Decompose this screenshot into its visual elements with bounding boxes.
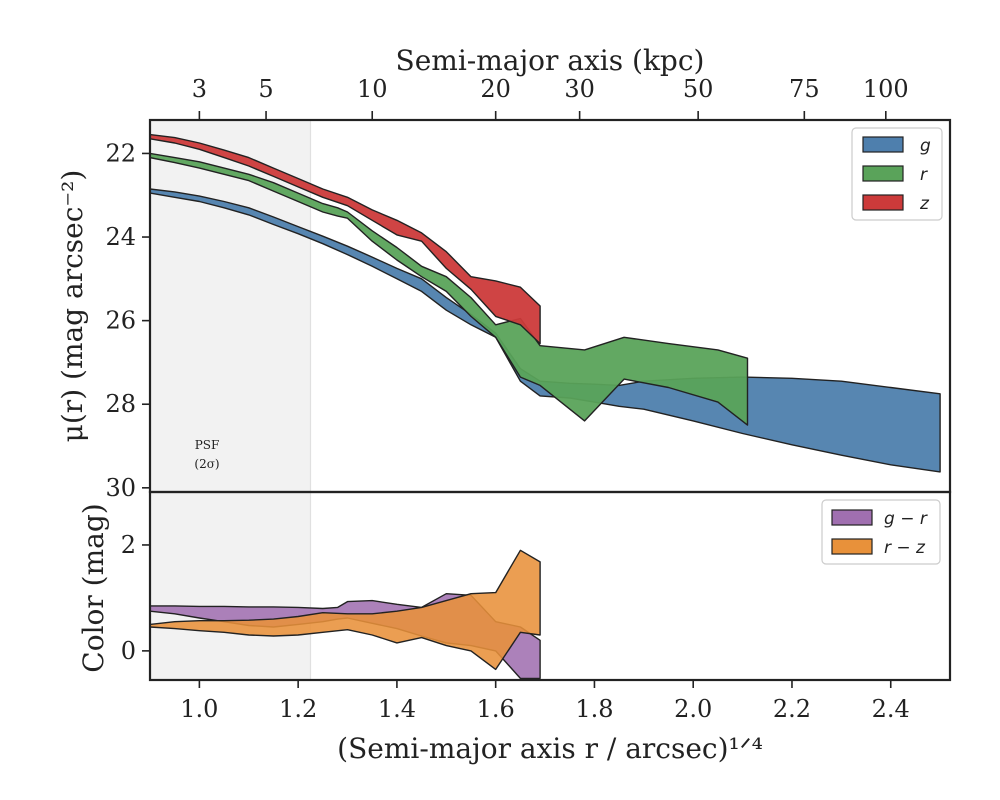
bottom-legend: g − r r − z [821, 499, 941, 565]
top-y-axis-label: μ(r) (mag arcsec⁻²) [56, 170, 89, 443]
psf-label-line1: PSF [195, 438, 220, 452]
top-legend: g r z [851, 127, 943, 221]
kpc-tick-label-30: 30 [564, 75, 595, 103]
y-tick-label-28: 28 [105, 390, 136, 418]
legend-label-r: r [920, 165, 928, 185]
color-y-tick-label-0: 0 [121, 637, 136, 665]
x-tick-label-1.8: 1.8 [575, 695, 613, 723]
kpc-tick-label-100: 100 [863, 75, 909, 103]
legend-swatch-z [862, 194, 904, 211]
x-tick-label-2: 2.0 [674, 695, 712, 723]
color-y-tick-label-2: 2 [121, 531, 136, 559]
kpc-tick-label-5: 5 [258, 75, 273, 103]
kpc-tick-label-10: 10 [357, 75, 388, 103]
legend-label-g: g [920, 136, 931, 156]
kpc-tick-label-50: 50 [683, 75, 714, 103]
legend-swatch-g-r [831, 509, 873, 526]
psf-label-line2: (2σ) [194, 457, 219, 471]
y-tick-label-30: 30 [105, 474, 136, 502]
top-panel-y-axis: 22 24 26 28 30 [105, 139, 150, 502]
band-r [150, 152, 749, 426]
band-r-z [150, 549, 541, 671]
kpc-tick-label-20: 20 [480, 75, 511, 103]
top-kpc-axis: 3 5 10 20 30 50 75 100 [192, 75, 909, 120]
bottom-x-axis-label: (Semi-major axis r / arcsec)¹ᐟ⁴ [337, 732, 763, 765]
kpc-tick-label-75: 75 [789, 75, 820, 103]
top-x-axis-label: Semi-major axis (kpc) [396, 44, 705, 77]
y-tick-label-26: 26 [105, 307, 136, 335]
surface-brightness-bands [150, 133, 941, 473]
kpc-tick-label-3: 3 [192, 75, 207, 103]
legend-swatch-r-z [831, 538, 873, 555]
psf-region-bottom [150, 492, 311, 680]
x-tick-label-1.4: 1.4 [378, 695, 416, 723]
x-tick-label-2.2: 2.2 [773, 695, 811, 723]
legend-swatch-r [862, 165, 904, 182]
x-tick-label-1: 1.0 [180, 695, 218, 723]
legend-label-g-r: g − r [884, 509, 928, 529]
legend-swatch-g [862, 136, 904, 153]
y-tick-label-24: 24 [105, 223, 136, 251]
bottom-y-axis-label: Color (mag) [77, 503, 110, 672]
bottom-panel-y-axis: 02 [121, 531, 150, 665]
band-z [150, 133, 541, 345]
color-bands [150, 549, 541, 680]
x-tick-label-1.2: 1.2 [279, 695, 317, 723]
y-tick-label-22: 22 [105, 139, 136, 167]
x-tick-label-2.4: 2.4 [872, 695, 910, 723]
legend-label-z: z [919, 194, 930, 214]
bottom-panel-frame [148, 490, 952, 682]
psf-region-top [150, 120, 311, 492]
x-tick-label-1.6: 1.6 [477, 695, 515, 723]
legend-label-r-z: r − z [884, 538, 926, 558]
bottom-x-axis: 1.0 1.2 1.4 1.6 1.8 2.0 2.2 2.4 [180, 680, 910, 723]
